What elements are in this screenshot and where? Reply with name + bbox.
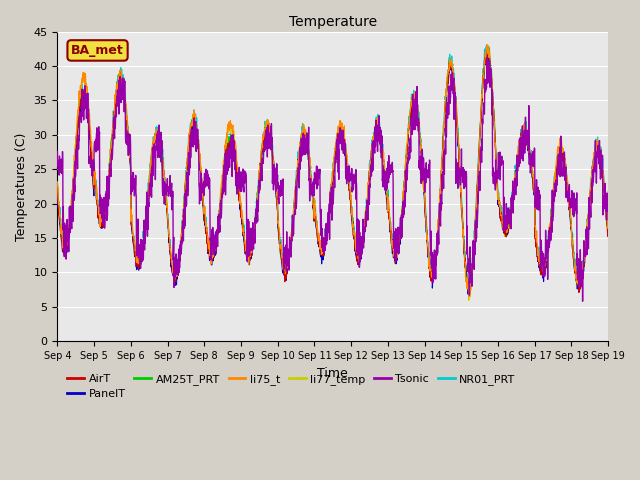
Title: Temperature: Temperature [289,15,377,29]
Text: BA_met: BA_met [71,44,124,57]
X-axis label: Time: Time [317,367,348,380]
Y-axis label: Temperatures (C): Temperatures (C) [15,132,28,240]
Legend: AirT, PanelT, AM25T_PRT, li75_t, li77_temp, Tsonic, NR01_PRT: AirT, PanelT, AM25T_PRT, li75_t, li77_te… [63,370,520,404]
